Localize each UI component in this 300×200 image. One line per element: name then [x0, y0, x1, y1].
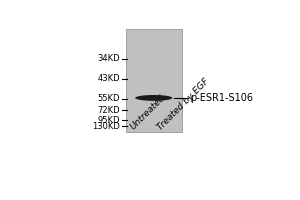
Text: Untreated: Untreated — [129, 93, 167, 132]
Text: 72KD: 72KD — [98, 106, 120, 115]
Text: 43KD: 43KD — [98, 74, 120, 83]
Text: 55KD: 55KD — [98, 94, 120, 103]
Text: p-ESR1-S106: p-ESR1-S106 — [190, 93, 253, 103]
Text: 34KD: 34KD — [98, 54, 120, 63]
Ellipse shape — [135, 95, 172, 101]
Text: 95KD: 95KD — [98, 116, 120, 125]
Text: 130KD: 130KD — [92, 122, 120, 131]
Text: Treated by EGF: Treated by EGF — [155, 77, 211, 132]
Bar — [126, 29, 182, 132]
